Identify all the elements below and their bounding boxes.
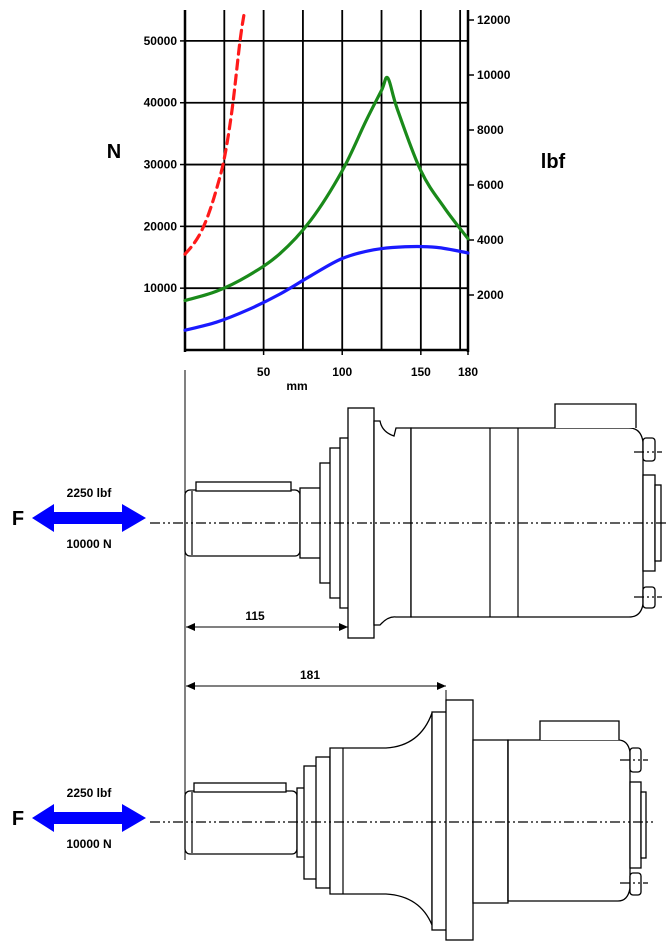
force-label-bottom: F (12, 808, 24, 830)
dimension-115-label: 115 (245, 609, 265, 623)
tick-label-right: 4000 (477, 233, 504, 247)
motor-top-end-cap (642, 437, 656, 462)
tick-label-x: 50 (257, 365, 271, 379)
tick-label-left: 50000 (144, 34, 178, 48)
chart-series (183, 8, 470, 332)
chart-x-axis-label: mm (286, 379, 307, 393)
tick-label-left: 40000 (144, 96, 178, 110)
series-line-2 (183, 75, 470, 303)
chart-right-axis-label: lbf (541, 151, 566, 173)
motor-top-end-cap-center (642, 474, 656, 572)
force-arrow-top-icon (32, 504, 146, 532)
series-line-3 (183, 244, 470, 332)
chart-left-axis-label: N (107, 141, 121, 163)
tick-label-right: 2000 (477, 288, 504, 302)
force-lbf-top: 2250 lbf (67, 486, 113, 500)
chart-horizontal-grid (185, 40, 468, 290)
motor-top-port-block (554, 403, 637, 428)
tick-label-left: 20000 (144, 219, 178, 233)
tick-label-right: 6000 (477, 178, 504, 192)
force-arrow-bottom: F 2250 lbf 10000 N (12, 786, 146, 851)
dimension-181-label: 181 (300, 668, 320, 682)
motor-top-shaft-key (195, 481, 292, 492)
dimension-115: 115 (186, 609, 349, 634)
force-label-top: F (12, 508, 24, 530)
tick-label-right: 12000 (477, 13, 511, 27)
motor-bottom-end-cap-lower (629, 872, 642, 896)
tick-label-right: 8000 (477, 123, 504, 137)
chart-x-ticks: 50 100 150 180 (257, 350, 478, 379)
chart-left-ticks: 10000 20000 30000 40000 50000 (144, 34, 185, 295)
tick-label-x: 150 (411, 365, 431, 379)
chart-right-ticks: 2000 4000 6000 8000 10000 12000 (468, 13, 511, 302)
force-n-top: 10000 N (66, 537, 111, 551)
force-arrow-bottom-icon (32, 804, 146, 832)
motor-bottom-end-cap-center (629, 781, 642, 869)
motor-bottom-port-block (539, 720, 620, 740)
motor-bottom-bell (329, 712, 433, 926)
series-line-1 (183, 8, 247, 256)
tick-label-right: 10000 (477, 68, 511, 82)
tick-label-x: 180 (458, 365, 478, 379)
motor-top (150, 403, 668, 639)
motor-bottom-body (507, 739, 631, 902)
motor-bottom-flange (445, 699, 474, 941)
force-lbf-bottom: 2250 lbf (67, 786, 113, 800)
motor-bottom (150, 699, 655, 941)
force-n-bottom: 10000 N (66, 837, 111, 851)
dimension-181: 181 (186, 668, 447, 700)
tick-label-x: 100 (332, 365, 352, 379)
tick-label-left: 10000 (144, 281, 178, 295)
chart-vertical-grid (223, 10, 462, 350)
load-chart: 10000 20000 30000 40000 50000 2000 4000 6000 80… (107, 8, 566, 393)
motor-bottom-shaft-key (193, 782, 287, 793)
force-arrow-top: F 2250 lbf 10000 N (12, 486, 146, 551)
tick-label-left: 30000 (144, 158, 178, 172)
